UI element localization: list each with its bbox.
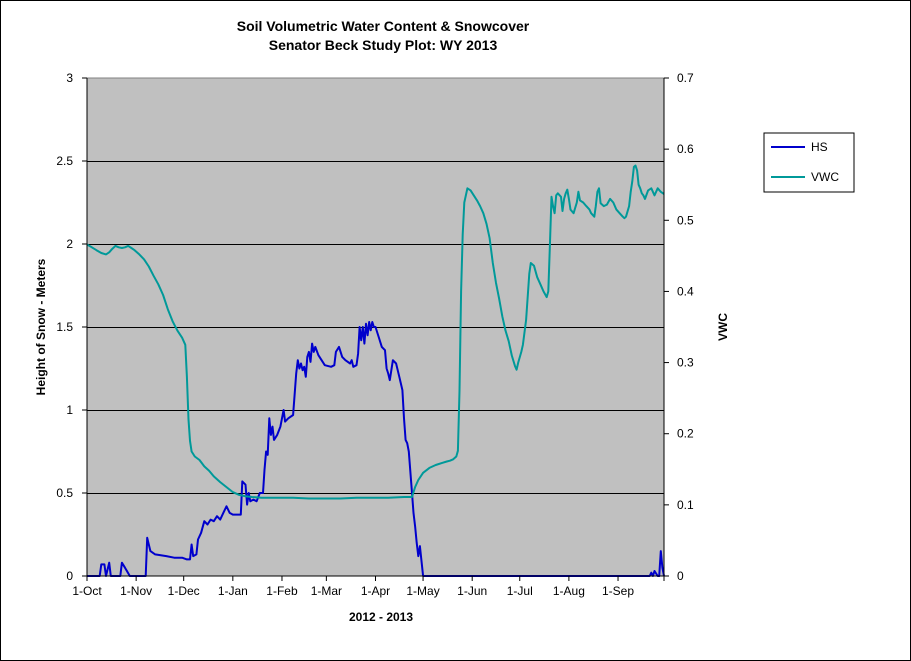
left-axis-ticks: 0 0.5 1 1.5 2 2.5 3 — [56, 71, 87, 583]
legend-label-hs: HS — [811, 140, 828, 154]
x-tick-label: 1-Sep — [602, 584, 634, 598]
legend-label-vwc: VWC — [811, 170, 839, 184]
x-tick-label: 1-Jul — [507, 584, 533, 598]
x-tick-label: 1-Nov — [120, 584, 152, 598]
y2-tick-label: 0.2 — [677, 427, 694, 441]
y2-tick-label: 0.4 — [677, 284, 694, 298]
y-tick-label: 0.5 — [56, 486, 73, 500]
y-tick-label: 2 — [66, 237, 73, 251]
x-tick-label: 1-Jan — [218, 584, 248, 598]
y-tick-label: 3 — [66, 71, 73, 85]
y2-tick-label: 0 — [677, 569, 684, 583]
y2-tick-label: 0.6 — [677, 142, 694, 156]
y2-tick-label: 0.1 — [677, 498, 694, 512]
x-tick-label: 1-May — [406, 584, 439, 598]
legend-box — [763, 132, 855, 193]
x-tick-label: 1-Feb — [266, 584, 298, 598]
series-line-vwc — [86, 164, 665, 500]
x-tick-label: 1-Oct — [72, 584, 102, 598]
x-tick-label: 1-Mar — [311, 584, 342, 598]
y2-axis-title: VWC — [716, 313, 730, 341]
series-line-hs — [87, 321, 665, 577]
chart-title: Soil Volumetric Water Content & Snowcove… — [237, 18, 530, 34]
x-tick-label: 1-Jun — [457, 584, 487, 598]
x-tick-label: 1-Apr — [361, 584, 390, 598]
y-tick-label: 1.5 — [56, 320, 73, 334]
y2-tick-label: 0.3 — [677, 356, 694, 370]
y2-tick-label: 0.7 — [677, 71, 694, 85]
y-tick-label: 1 — [66, 403, 73, 417]
chart-subtitle: Senator Beck Study Plot: WY 2013 — [269, 37, 498, 53]
y-axis-title: Height of Snow - Meters — [34, 258, 48, 395]
y-tick-label: 2.5 — [56, 154, 73, 168]
x-tick-label: 1-Aug — [553, 584, 585, 598]
series-layer — [86, 164, 665, 577]
x-axis-title: 2012 - 2013 — [349, 610, 413, 624]
x-axis-ticks: 1-Oct 1-Nov 1-Dec 1-Jan 1-Feb 1-Mar 1-Apr 1-May… — [72, 576, 665, 598]
y2-tick-label: 0.5 — [677, 213, 694, 227]
right-axis-ticks: 0 0.1 0.2 0.3 0.4 0.5 0.6 0.7 — [664, 71, 694, 583]
x-tick-label: 1-Dec — [168, 584, 200, 598]
y-tick-label: 0 — [66, 569, 73, 583]
legend: HS VWC — [763, 132, 855, 193]
